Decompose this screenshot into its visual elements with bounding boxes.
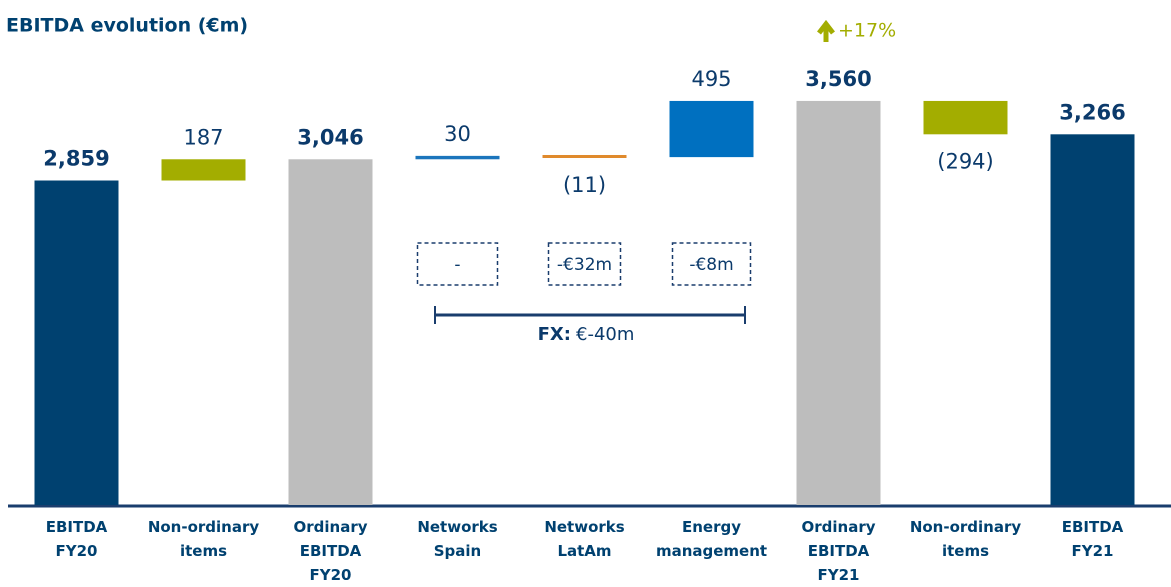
bar [34,180,119,506]
fx-box [671,242,752,286]
x-tick-label: Non-ordinary items [148,518,260,560]
bar [288,159,373,506]
fx-value: €-40m [576,324,634,345]
bar [161,159,246,181]
value-label: 187 [183,125,223,149]
value-label: (294) [937,149,993,173]
fx-box-label: - [454,255,460,275]
fx-box-label: -€8m [689,255,733,275]
bar [796,100,881,505]
value-label: 495 [691,67,731,91]
fx-box [547,242,622,286]
value-label: 3,560 [805,67,871,91]
bar [542,154,627,158]
value-label: (11) [563,173,606,197]
chart-title: EBITDA evolution (€m) [6,15,248,37]
fx-box [416,242,499,286]
bar [1050,134,1135,505]
growth-annotation: +17% [838,20,896,42]
bar [669,100,754,158]
value-label: 3,046 [297,125,363,149]
x-tick-label: Non-ordinary items [910,518,1022,560]
fx-box-label: -€32m [557,255,612,275]
growth-arrow [817,19,835,42]
value-label: 3,266 [1059,100,1125,124]
x-tick-label: Networks Spain [417,518,497,560]
value-label: 30 [444,122,471,146]
x-tick-label: Ordinary EBITDA FY20 [293,518,367,584]
x-tick-label: Networks LatAm [544,518,624,560]
value-label: 2,859 [43,147,109,171]
x-tick-label: Ordinary EBITDA FY21 [801,518,875,584]
bar [923,100,1008,135]
bar [415,155,500,160]
x-tick-label: EBITDA FY20 [46,518,108,560]
fx-label: FX: [538,324,571,345]
x-tick-label: EBITDA FY21 [1062,518,1124,560]
x-tick-label: Energy management [656,518,767,560]
